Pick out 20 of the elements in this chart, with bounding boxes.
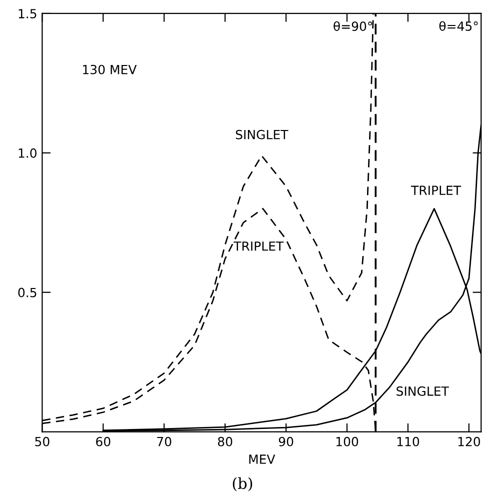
x-axis-title: MEV	[249, 454, 276, 464]
annotation: 130 MEV	[83, 64, 137, 74]
y-tick-label: 1.0	[18, 148, 37, 158]
x-tick-label: 120	[458, 436, 480, 446]
series-label: TRIPLET	[410, 186, 462, 195]
x-tick-label: 100	[336, 436, 358, 446]
x-tick-label: 50	[35, 436, 50, 446]
x-tick-label: 110	[397, 436, 420, 446]
series-label: SINGLET	[396, 386, 449, 396]
x-tick-label: 80	[218, 436, 232, 446]
y-tick-label: 0.5	[18, 288, 36, 298]
series-label: SINGLET	[236, 130, 288, 140]
x-tick-label: 90	[278, 436, 294, 446]
y-tick-label: 1.5	[18, 9, 36, 18]
text: (b)	[232, 477, 252, 492]
x-tick-label: 70	[157, 436, 172, 446]
series-label: TRIPLET	[234, 242, 284, 251]
annotation: θ=90°	[334, 21, 372, 32]
x-tick-label: 60	[96, 436, 110, 446]
annotation: θ=45°	[439, 21, 478, 31]
